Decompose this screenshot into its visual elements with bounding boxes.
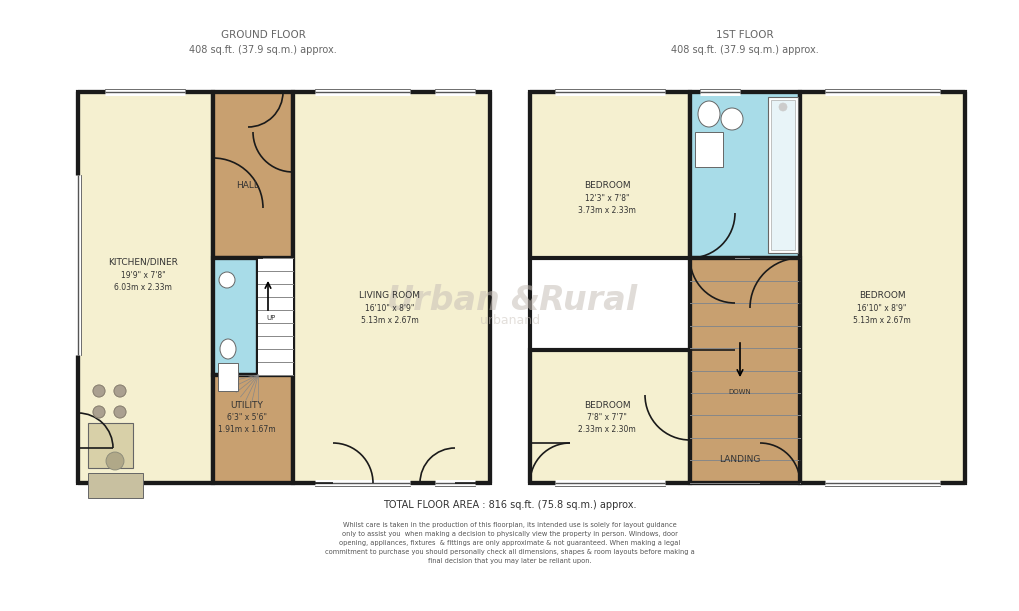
Text: 2.33m x 2.30m: 2.33m x 2.30m xyxy=(578,425,635,434)
Bar xyxy=(767,97,797,253)
Text: 1ST FLOOR: 1ST FLOOR xyxy=(715,30,773,40)
Bar xyxy=(88,473,143,498)
Text: Urban: Urban xyxy=(386,284,499,316)
Bar xyxy=(689,258,799,483)
Text: UP: UP xyxy=(266,315,275,321)
Text: 12'3" x 7'8": 12'3" x 7'8" xyxy=(584,194,629,202)
Text: LIVING ROOM: LIVING ROOM xyxy=(359,290,420,299)
Text: 6.03m x 2.33m: 6.03m x 2.33m xyxy=(114,282,172,291)
Bar xyxy=(258,258,292,375)
Bar xyxy=(530,350,689,483)
Bar xyxy=(258,258,292,375)
Text: DOWN: DOWN xyxy=(728,389,751,395)
Bar xyxy=(88,423,132,468)
Text: 408 sq.ft. (37.9 sq.m.) approx.: 408 sq.ft. (37.9 sq.m.) approx. xyxy=(189,45,336,55)
Text: urbanand: urbanand xyxy=(480,313,539,326)
Bar xyxy=(689,92,799,258)
Text: 1.91m x 1.67m: 1.91m x 1.67m xyxy=(218,425,275,434)
Bar xyxy=(213,92,292,258)
Text: 7'8" x 7'7": 7'8" x 7'7" xyxy=(587,414,627,422)
Text: LANDING: LANDING xyxy=(718,455,760,464)
Text: BEDROOM: BEDROOM xyxy=(858,290,905,299)
Bar xyxy=(77,92,213,483)
Text: &Rural: &Rural xyxy=(510,284,637,316)
Bar xyxy=(213,375,292,483)
Text: 3.73m x 2.33m: 3.73m x 2.33m xyxy=(578,205,635,214)
Text: UTILITY: UTILITY xyxy=(230,400,263,409)
Text: BEDROOM: BEDROOM xyxy=(583,400,630,409)
Circle shape xyxy=(114,406,126,418)
Text: 19'9" x 7'8": 19'9" x 7'8" xyxy=(120,271,165,279)
Circle shape xyxy=(114,385,126,397)
Circle shape xyxy=(93,406,105,418)
Text: 5.13m x 2.67m: 5.13m x 2.67m xyxy=(852,315,910,324)
Bar xyxy=(218,363,237,391)
Bar xyxy=(530,92,689,258)
Circle shape xyxy=(106,452,124,470)
Ellipse shape xyxy=(220,339,235,359)
Text: 16'10" x 8'9": 16'10" x 8'9" xyxy=(365,304,415,312)
Text: GROUND FLOOR: GROUND FLOOR xyxy=(220,30,305,40)
Bar xyxy=(770,100,794,250)
Text: TOTAL FLOOR AREA : 816 sq.ft. (75.8 sq.m.) approx.: TOTAL FLOOR AREA : 816 sq.ft. (75.8 sq.m… xyxy=(383,500,636,510)
Text: HALL: HALL xyxy=(236,180,259,189)
Bar xyxy=(213,258,258,375)
Text: BEDROOM: BEDROOM xyxy=(583,180,630,189)
Text: Whilst care is taken in the production of this floorplan, its intended use is so: Whilst care is taken in the production o… xyxy=(325,522,694,564)
Ellipse shape xyxy=(720,108,742,130)
Text: 16'10" x 8'9": 16'10" x 8'9" xyxy=(857,304,906,312)
Bar xyxy=(694,132,722,167)
Bar xyxy=(292,92,489,483)
Text: 6'3" x 5'6": 6'3" x 5'6" xyxy=(227,414,267,422)
Text: KITCHEN/DINER: KITCHEN/DINER xyxy=(108,257,177,266)
Circle shape xyxy=(779,103,787,111)
Text: 5.13m x 2.67m: 5.13m x 2.67m xyxy=(361,315,419,324)
Circle shape xyxy=(93,385,105,397)
Bar xyxy=(799,92,964,483)
Ellipse shape xyxy=(697,101,719,127)
Text: 408 sq.ft. (37.9 sq.m.) approx.: 408 sq.ft. (37.9 sq.m.) approx. xyxy=(671,45,818,55)
Ellipse shape xyxy=(219,272,234,288)
